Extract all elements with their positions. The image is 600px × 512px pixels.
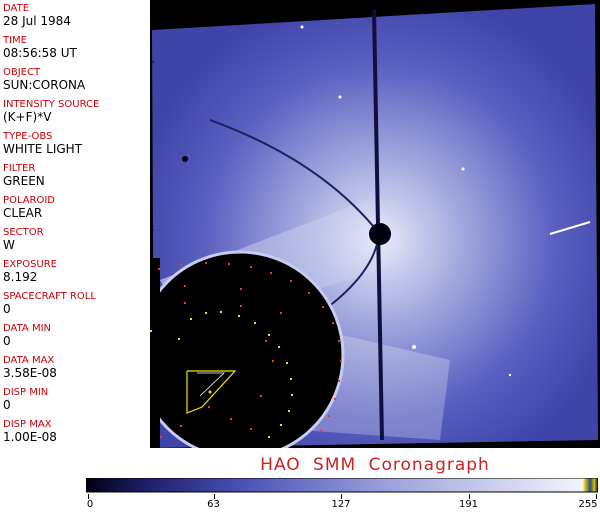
header-field-label: DATA MAX bbox=[3, 355, 55, 366]
header-field-label: TIME bbox=[3, 35, 28, 46]
header-field: INTENSITY SOURCE (K+F)*V bbox=[3, 99, 99, 124]
color-scale-tick bbox=[213, 494, 215, 499]
header-field-label: SPACECRAFT ROLL bbox=[3, 291, 96, 302]
header-field-value: GREEN bbox=[3, 174, 45, 188]
header-field: DATA MIN 0 bbox=[3, 323, 51, 348]
color-scale-tick bbox=[341, 494, 342, 499]
header-field-value: 8.192 bbox=[3, 270, 38, 284]
coronagraph-image-svg bbox=[150, 0, 600, 448]
dark-spot bbox=[182, 156, 188, 162]
coronagraph-image bbox=[150, 0, 600, 448]
star bbox=[508, 373, 512, 377]
header-field-label: DATE bbox=[3, 3, 30, 14]
header-field-label: EXPOSURE bbox=[3, 259, 58, 270]
occulter-hub bbox=[369, 223, 391, 245]
star bbox=[461, 167, 465, 171]
header-field-value: 0 bbox=[3, 334, 11, 348]
color-scale-tick-label: 0 bbox=[86, 499, 94, 510]
header-field: OBJECT SUN:CORONA bbox=[3, 67, 85, 92]
header-field: TYPE-OBS WHITE LIGHT bbox=[3, 131, 82, 156]
red-position-markers bbox=[158, 262, 342, 438]
header-field-label: DISP MAX bbox=[3, 419, 52, 430]
header-field: SPACECRAFT ROLL 0 bbox=[3, 291, 96, 316]
cosmic-ray-streak bbox=[549, 221, 591, 235]
header-field-value: 28 Jul 1984 bbox=[3, 14, 71, 28]
header-field-label: FILTER bbox=[3, 163, 36, 174]
observation-header-panel: DATE 28 Jul 1984 TIME 08:56:58 UT OBJECT SUN:… bbox=[0, 0, 150, 448]
instrument-title: HAO SMM Coronagraph bbox=[260, 455, 490, 475]
header-field-label: INTENSITY SOURCE bbox=[3, 99, 100, 110]
yellow-position-markers bbox=[150, 311, 293, 438]
frame-ticks bbox=[150, 61, 154, 396]
star bbox=[300, 25, 304, 29]
color-scale-tick-label: 127 bbox=[331, 499, 351, 510]
header-field-label: OBJECT bbox=[3, 67, 41, 78]
header-field: DATE 28 Jul 1984 bbox=[3, 3, 71, 28]
header-field: EXPOSURE 8.192 bbox=[3, 259, 57, 284]
header-field-label: TYPE-OBS bbox=[3, 131, 53, 142]
header-field: DISP MAX 1.00E-08 bbox=[3, 419, 57, 444]
header-field: FILTER GREEN bbox=[3, 163, 45, 188]
header-field-value: W bbox=[3, 238, 15, 252]
header-field-label: DISP MIN bbox=[3, 387, 49, 398]
color-scale-gradient bbox=[86, 478, 598, 493]
polygon-annotation-inner bbox=[197, 372, 225, 397]
polygon-annotation bbox=[186, 370, 237, 414]
header-field-value: 0 bbox=[3, 398, 11, 412]
occulting-disk bbox=[150, 250, 345, 448]
polygon-marker bbox=[208, 390, 212, 394]
color-scale-bar: 0 63 127 191 255 bbox=[86, 478, 598, 512]
header-field-label: DATA MIN bbox=[3, 323, 51, 334]
color-scale-tick bbox=[88, 494, 89, 499]
star bbox=[338, 95, 342, 99]
header-field-value: 08:56:58 UT bbox=[3, 46, 77, 60]
header-field-value: SUN:CORONA bbox=[3, 78, 86, 92]
header-field-value: 1.00E-08 bbox=[3, 430, 57, 444]
header-field: TIME 08:56:58 UT bbox=[3, 35, 77, 60]
header-field-value: WHITE LIGHT bbox=[3, 142, 83, 156]
header-field-value: CLEAR bbox=[3, 206, 43, 220]
color-scale-tick-label: 191 bbox=[458, 499, 479, 510]
header-field: SECTOR W bbox=[3, 227, 44, 252]
pylon-support-arm bbox=[209, 119, 379, 233]
star bbox=[412, 345, 416, 349]
header-field-value: 0 bbox=[3, 302, 11, 316]
disk-edge-mask bbox=[150, 258, 160, 448]
color-scale-tick bbox=[596, 494, 597, 499]
header-field: DATA MAX 3.58E-08 bbox=[3, 355, 57, 380]
header-field-value: 3.58E-08 bbox=[3, 366, 57, 380]
header-field: POLAROID CLEAR bbox=[3, 195, 55, 220]
color-scale-tick-label: 255 bbox=[578, 499, 598, 510]
color-scale-tick bbox=[468, 494, 470, 499]
color-scale-tick-label: 63 bbox=[207, 499, 220, 510]
header-field: DISP MIN 0 bbox=[3, 387, 48, 412]
header-field-label: SECTOR bbox=[3, 227, 44, 238]
header-field-value: (K+F)*V bbox=[3, 110, 52, 124]
header-field-label: POLAROID bbox=[3, 195, 56, 206]
